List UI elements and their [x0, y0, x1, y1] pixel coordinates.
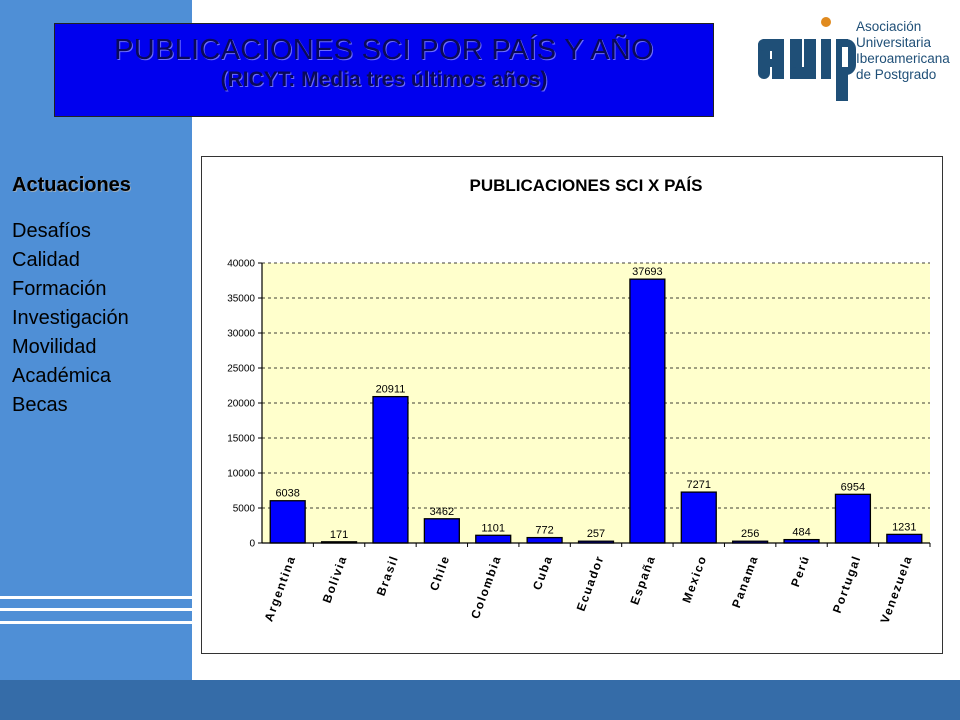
- slide-title-box: PUBLICACIONES SCI POR PAÍS Y AÑO (RICYT:…: [54, 23, 714, 117]
- sidebar-menu: Actuaciones Desafíos Calidad Formación I…: [12, 174, 131, 420]
- data-label: 20911: [376, 384, 406, 396]
- y-tick-label: 20000: [227, 399, 255, 410]
- bar-cuba: [526, 536, 563, 544]
- bar-brasil: [372, 395, 409, 544]
- y-tick-label: 35000: [227, 294, 255, 305]
- x-tick-label: Cuba: [530, 553, 555, 592]
- y-axis: 0 5000 10000 15000 20000 25000 30000 35000 40000: [227, 259, 263, 550]
- menu-item-movilidad[interactable]: Movilidad: [12, 336, 97, 358]
- y-tick-label: 5000: [233, 504, 256, 515]
- slide-title: PUBLICACIONES SCI POR PAÍS Y AÑO: [114, 34, 654, 66]
- menu-item-calidad[interactable]: Calidad: [12, 249, 80, 271]
- data-label: 257: [587, 528, 605, 540]
- menu-item-becas[interactable]: Becas: [12, 394, 68, 416]
- chart-title: PUBLICACIONES SCI X PAÍS: [470, 176, 703, 195]
- logo-text-line: Iberoamericana: [856, 51, 950, 66]
- x-tick-label: Perú: [788, 553, 812, 589]
- data-label: 1231: [892, 521, 916, 533]
- plot-area: [262, 263, 930, 543]
- y-tick-label: 0: [249, 539, 255, 550]
- data-label: 171: [330, 529, 348, 541]
- bar-chart: PUBLICACIONES SCI X PAÍS 0 5000 10000 15000…: [227, 176, 931, 625]
- data-label: 7271: [687, 479, 711, 491]
- y-tick-label: 40000: [227, 259, 255, 270]
- x-tick-label: Mexico: [679, 553, 709, 604]
- data-label: 1101: [481, 522, 505, 534]
- sidebar-divider: [0, 596, 192, 599]
- menu-item-academica[interactable]: Académica: [12, 365, 111, 387]
- auip-logo: [758, 17, 856, 101]
- slide-subtitle: (RICYT: Media tres últimos años): [220, 68, 548, 91]
- sidebar-divider: [0, 608, 192, 611]
- logo-text-line: Universitaria: [856, 35, 932, 50]
- bar-portugal: [834, 493, 872, 544]
- x-tick-label: Portugal: [830, 553, 864, 615]
- x-tick-label: Venezuela: [878, 553, 916, 625]
- menu-item-formacion[interactable]: Formación: [12, 278, 107, 300]
- data-label: 37693: [632, 266, 663, 278]
- data-label: 772: [535, 525, 553, 537]
- x-axis: Argentina Bolivia Brasil Chile Colombia Cuba E…: [262, 542, 931, 625]
- x-tick-label: Colombia: [468, 553, 504, 620]
- x-tick-label: Panama: [729, 553, 761, 610]
- data-label: 256: [741, 528, 759, 540]
- bar-colombia: [475, 534, 512, 544]
- x-tick-label: España: [627, 553, 658, 606]
- logo-wordmark: Asociación Universitaria Iberoamericana …: [856, 19, 950, 83]
- logo-text-line: Asociación: [856, 19, 922, 34]
- bar-mexico: [680, 491, 717, 544]
- footer-bar: [0, 680, 960, 720]
- y-tick-label: 10000: [227, 469, 255, 480]
- chart-frame: PUBLICACIONES SCI X PAÍS 0 5000 10000 15000…: [201, 156, 943, 654]
- bar-venezuela: [886, 533, 923, 544]
- y-tick-label: 30000: [227, 329, 255, 340]
- bars: 6038 171 20911 3462 1101 772 257 37693 7271 256 48…: [269, 266, 923, 544]
- data-label: 484: [792, 527, 810, 539]
- y-tick-label: 15000: [227, 434, 255, 445]
- menu-heading: Actuaciones: [12, 174, 131, 196]
- x-tick-label: Ecuador: [574, 553, 607, 613]
- data-label: 6038: [275, 488, 299, 500]
- sidebar-divider: [0, 621, 192, 624]
- menu-item-desafios[interactable]: Desafíos: [12, 220, 91, 242]
- logo-text-line: de Postgrado: [856, 67, 937, 82]
- data-label: 6954: [841, 481, 865, 493]
- bar-chile: [423, 518, 460, 544]
- data-label: 3462: [430, 506, 454, 518]
- x-tick-label: Brasil: [374, 553, 402, 598]
- x-tick-label: Bolivia: [320, 553, 350, 605]
- bar-españa: [629, 278, 666, 544]
- bar-argentina: [269, 500, 306, 544]
- menu-list: Desafíos Calidad Formación Investigación…: [12, 217, 131, 420]
- y-tick-label: 25000: [227, 364, 255, 375]
- x-tick-label: Argentina: [262, 553, 299, 623]
- x-tick-label: Chile: [427, 553, 453, 592]
- menu-item-investigacion[interactable]: Investigación: [12, 307, 129, 329]
